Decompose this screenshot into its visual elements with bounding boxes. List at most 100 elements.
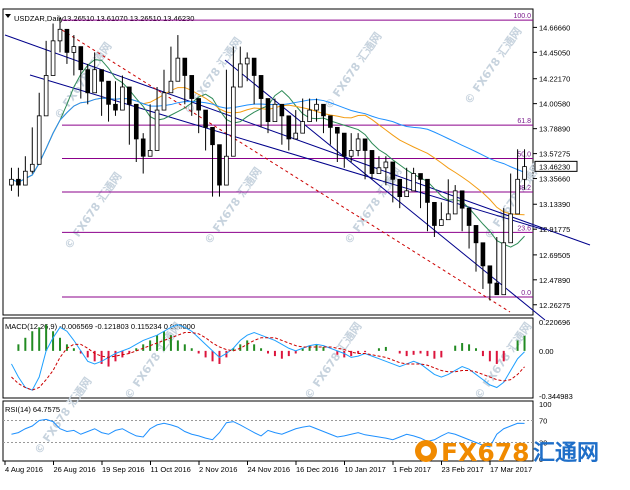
rsi-tick-label: 30 bbox=[539, 439, 547, 448]
price-tick-label: 12.47890 bbox=[539, 276, 570, 285]
time-tick-label: 26 Aug 2016 bbox=[54, 465, 96, 474]
candle-body bbox=[459, 190, 465, 209]
candle-body bbox=[50, 40, 56, 76]
candle-body bbox=[154, 109, 160, 151]
rsi-axis: 100 70 30 0 bbox=[539, 400, 552, 464]
time-tick-label: 24 Nov 2016 bbox=[248, 465, 291, 474]
fx678-logo: FX678 汇通网 bbox=[415, 438, 599, 467]
fib-label-0.0: 0.0 bbox=[521, 290, 531, 297]
candle-body bbox=[189, 75, 195, 99]
fib-label-100.0: 100.0 bbox=[513, 13, 531, 20]
candle-body bbox=[57, 28, 63, 42]
candle-body bbox=[99, 69, 104, 82]
time-axis: 4 Aug 2016 26 Aug 2016 19 Sep 2016 11 Oct 2… bbox=[4, 461, 532, 474]
current-price-box bbox=[534, 160, 578, 172]
candle-body bbox=[445, 213, 451, 221]
rsi-tick-label: 0 bbox=[539, 455, 543, 464]
candle-body bbox=[307, 109, 312, 123]
candle-body bbox=[120, 86, 125, 111]
fib-label-61.8: 61.8 bbox=[517, 118, 531, 125]
time-tick-label: 4 Aug 2016 bbox=[5, 465, 43, 474]
candle-body bbox=[362, 138, 368, 151]
candle-body bbox=[473, 225, 479, 244]
candle-body bbox=[265, 98, 271, 123]
rsi-line bbox=[11, 418, 525, 448]
candle-body bbox=[64, 28, 70, 53]
candle-body bbox=[522, 166, 527, 180]
candle-body bbox=[383, 161, 389, 169]
candle-body bbox=[272, 103, 278, 123]
candles bbox=[9, 17, 527, 301]
candle-body bbox=[515, 178, 520, 215]
time-tick-label: 19 Sep 2016 bbox=[102, 465, 145, 474]
dropdown-triangle-icon[interactable] bbox=[5, 14, 11, 18]
fib-label-23.6: 23.6 bbox=[517, 225, 531, 232]
macd-axis: 0.220696 0.00 -0.344983 bbox=[539, 318, 573, 401]
candle-body bbox=[231, 86, 236, 157]
candle-body bbox=[29, 163, 35, 172]
candle-body bbox=[92, 69, 97, 94]
candle-body bbox=[258, 75, 264, 99]
candle-body bbox=[71, 46, 77, 53]
time-tick-label: 1 Feb 2017 bbox=[393, 465, 431, 474]
candle-body bbox=[237, 63, 243, 88]
candle-body bbox=[36, 115, 42, 165]
candle-body bbox=[390, 161, 396, 180]
time-tick-label: 2 Nov 2016 bbox=[199, 465, 237, 474]
candle-body bbox=[466, 207, 472, 226]
price-tick-label: 14.45050 bbox=[539, 48, 570, 57]
candle-body bbox=[425, 178, 430, 203]
candle-body bbox=[78, 46, 84, 71]
candle-body bbox=[106, 80, 111, 105]
macd-histogram bbox=[17, 324, 526, 367]
time-tick-label: 10 Jan 2017 bbox=[345, 465, 386, 474]
candle-body bbox=[182, 57, 188, 76]
rsi-line-group bbox=[3, 418, 533, 448]
main-panel-frame bbox=[2, 8, 534, 316]
candle-body bbox=[452, 190, 458, 215]
macd-label: MACD(12,26,9) -0.006569 -0.121803 0.1152… bbox=[5, 322, 195, 331]
candle-body bbox=[341, 132, 347, 157]
time-tick-label: 23 Feb 2017 bbox=[442, 465, 484, 474]
macd-tick-label: 0.220696 bbox=[539, 318, 570, 327]
time-tick-label: 16 Dec 2016 bbox=[296, 465, 339, 474]
candle-body bbox=[404, 190, 409, 198]
candle-body bbox=[508, 213, 513, 244]
candle-body bbox=[175, 57, 181, 82]
candle-body bbox=[9, 178, 14, 186]
macd-lines bbox=[11, 324, 525, 391]
candle-body bbox=[140, 138, 146, 157]
rsi-panel-frame bbox=[2, 400, 534, 462]
candle-body bbox=[196, 98, 201, 111]
symbol-label: USDZAR,Daily bbox=[14, 14, 64, 23]
candle-body bbox=[432, 201, 437, 226]
candle-body bbox=[293, 132, 299, 140]
candle-body bbox=[411, 173, 416, 192]
candle-body bbox=[494, 282, 500, 296]
price-tick-label: 13.13390 bbox=[539, 200, 570, 209]
candle-body bbox=[210, 126, 215, 146]
candle-body bbox=[397, 178, 403, 198]
logo-fx: FX678 bbox=[441, 438, 530, 467]
price-tick-label: 13.57275 bbox=[539, 150, 570, 159]
channel-dashed-line bbox=[61, 29, 511, 313]
rsi-tick-label: 70 bbox=[539, 417, 547, 426]
candle-body bbox=[439, 219, 444, 226]
candle-body bbox=[376, 167, 382, 174]
candle-body bbox=[168, 80, 174, 94]
candle-body bbox=[16, 178, 21, 186]
candle-body bbox=[335, 126, 340, 134]
candle-body bbox=[418, 173, 423, 180]
price-tick-label: 12.91775 bbox=[539, 225, 570, 234]
candle-body bbox=[369, 150, 375, 174]
price-tick-label: 12.26275 bbox=[539, 301, 570, 310]
candle-body bbox=[501, 242, 507, 296]
candle-body bbox=[279, 103, 285, 117]
candle-body bbox=[161, 92, 167, 111]
candle-body bbox=[133, 103, 139, 140]
candle-body bbox=[244, 57, 250, 65]
candle-body bbox=[355, 138, 361, 151]
price-tick-label: 12.69505 bbox=[539, 251, 570, 260]
time-tick-label: 17 Mar 2017 bbox=[490, 465, 532, 474]
